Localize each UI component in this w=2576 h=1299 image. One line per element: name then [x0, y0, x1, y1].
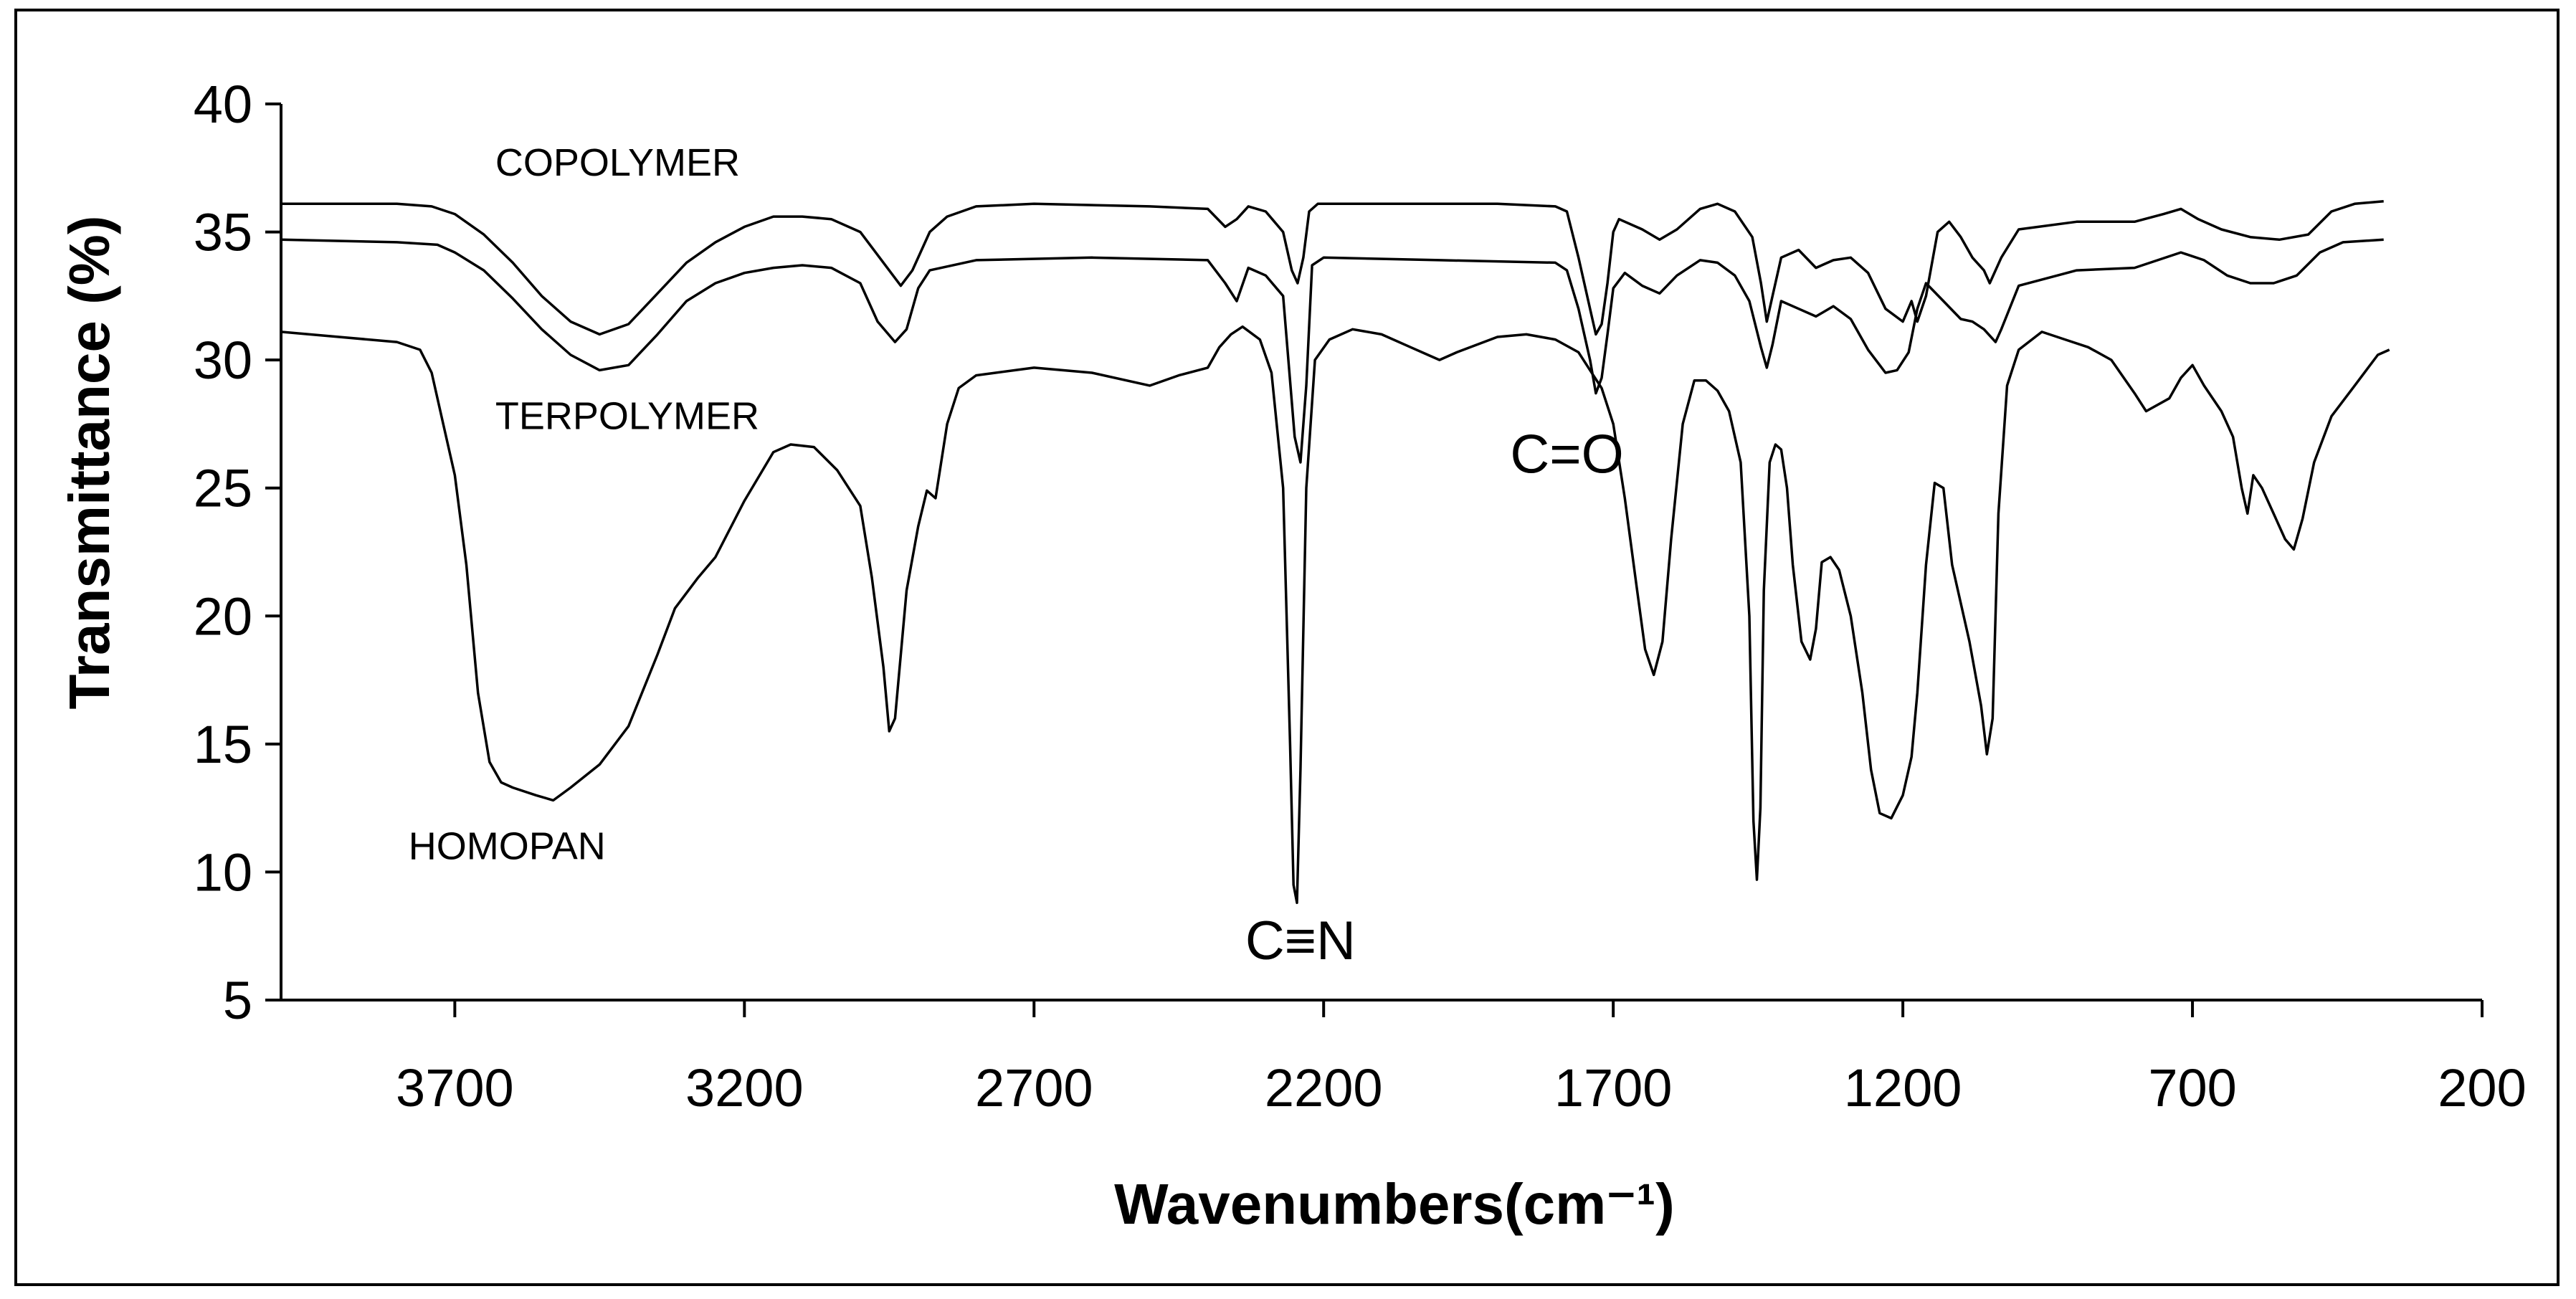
x-axis-title: Wavenumbers(cm⁻¹): [1114, 1172, 1675, 1236]
peak-annotation-carbonyl: C=O: [1510, 424, 1623, 485]
x-tick-label: 1200: [1844, 1058, 1962, 1118]
x-tick-label: 2700: [975, 1058, 1093, 1118]
x-tick-label: 200: [2438, 1058, 2526, 1118]
peak-annotation-nitrile: C≡N: [1245, 910, 1356, 971]
y-axis-title: Transmittance (%): [57, 215, 121, 709]
x-tick-label: 3700: [396, 1058, 514, 1118]
x-tick-label: 1700: [1554, 1058, 1673, 1118]
y-tick-label: 20: [194, 586, 252, 646]
y-tick-label: 15: [194, 715, 252, 774]
series-lines: [280, 199, 2390, 905]
y-tick-label: 40: [194, 75, 252, 134]
series-label-terpolymer: TERPOLYMER: [495, 395, 759, 438]
y-tick-label: 35: [194, 203, 252, 262]
series-line-terpolymer: [280, 238, 2384, 464]
x-tick-label: 2200: [1265, 1058, 1383, 1118]
series-label-homopan: HOMOPAN: [409, 825, 606, 868]
x-axis-ticks: 3700 3200 2700 2200 1700 1200 700 200: [396, 1000, 2527, 1118]
axes: [280, 104, 2482, 1001]
series-label-copolymer: COPOLYMER: [495, 141, 740, 184]
y-tick-label: 30: [194, 330, 252, 390]
series-labels: COPOLYMER TERPOLYMER HOMOPAN: [409, 141, 759, 868]
series-line-copolymer: [281, 199, 2384, 336]
series-line-homopan: [280, 325, 2390, 905]
y-tick-label: 10: [194, 842, 252, 902]
y-tick-label: 25: [194, 459, 252, 518]
x-tick-label: 3200: [685, 1058, 804, 1118]
x-tick-label: 700: [2148, 1058, 2236, 1118]
y-axis-ticks: 5 10 15 20 25 30 35 40: [194, 75, 281, 1030]
y-tick-label: 5: [223, 971, 252, 1030]
annotations: C≡N C=O: [1245, 424, 1624, 971]
